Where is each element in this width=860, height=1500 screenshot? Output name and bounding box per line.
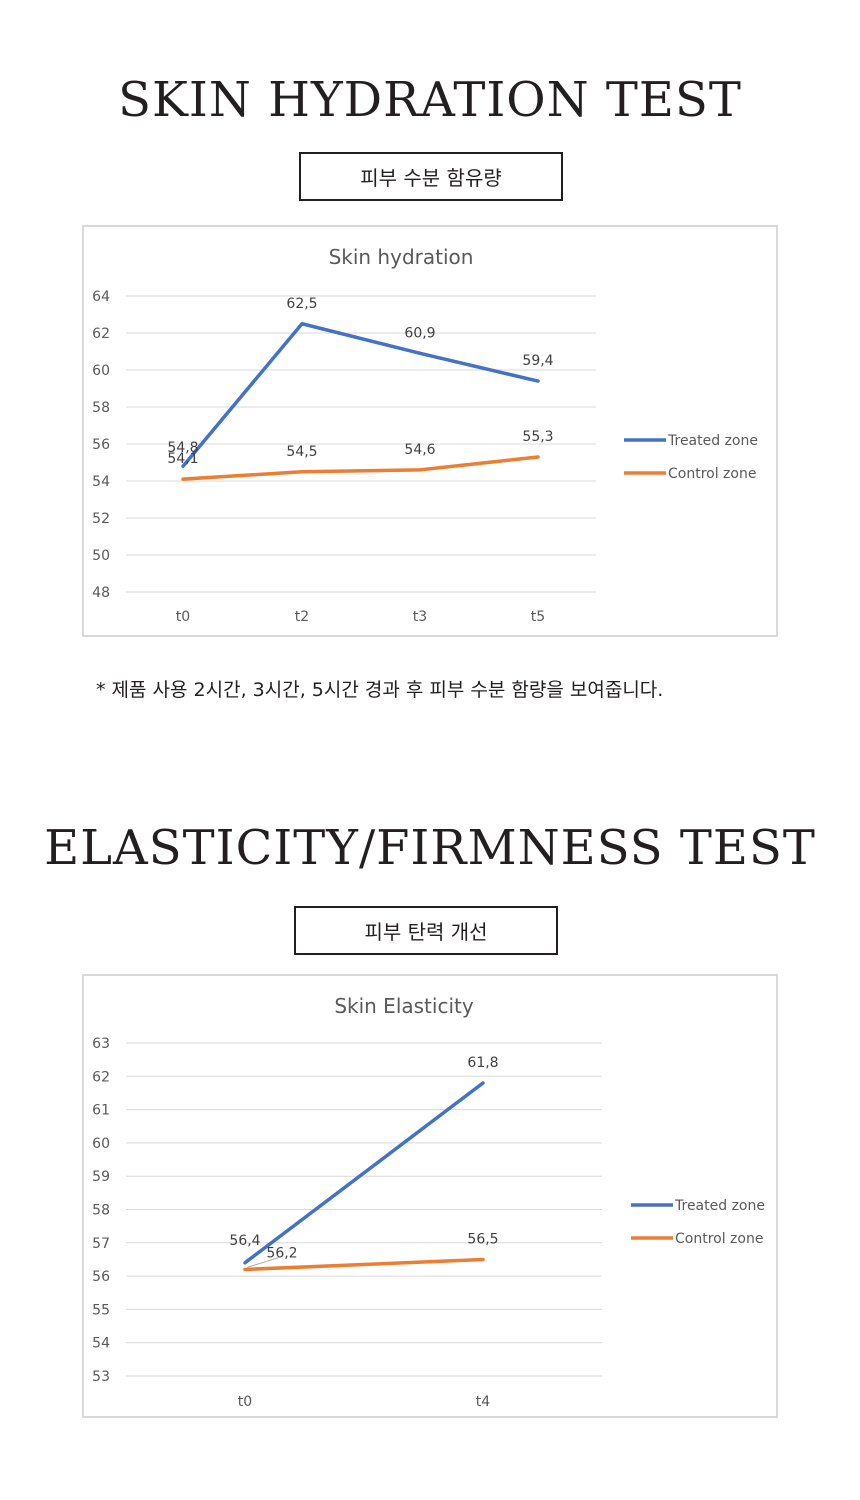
y-tick-label: 62: [92, 326, 110, 342]
y-tick-label: 63: [92, 1036, 110, 1052]
data-label: 61,8: [467, 1055, 498, 1071]
hydration-chart: Skin hydration 48 50 52 54 56 58 60 62 64 t0 t2 t3 t5…: [82, 225, 778, 637]
data-label: 55,3: [522, 429, 553, 445]
elasticity-test-title: ELASTICITY/FIRMNESS TEST: [44, 820, 816, 876]
series-line-control: [181, 455, 540, 481]
hydration-test-title: SKIN HYDRATION TEST: [118, 72, 742, 128]
series-line-treated: [181, 322, 540, 468]
elasticity-subtitle-box: 피부 탄력 개선: [294, 906, 558, 955]
y-tick-label: 50: [92, 548, 110, 564]
data-label: 60,9: [404, 325, 435, 341]
data-label: 54,5: [286, 444, 317, 460]
elasticity-chart-svg: Skin Elasticity 53 54 55 56 57 58 59 60 61 62 63 t0 t…: [92, 994, 765, 1410]
series-line-control: [243, 1257, 485, 1272]
y-tick-label: 56: [92, 1269, 110, 1285]
chart-title: Skin hydration: [329, 245, 474, 269]
data-label: 54,6: [404, 442, 435, 458]
hydration-subtitle: 피부 수분 함유량: [360, 166, 502, 190]
hydration-footnote: * 제품 사용 2시간, 3시간, 5시간 경과 후 피부 수분 함량을 보여줍…: [96, 679, 664, 701]
y-tick-label: 62: [92, 1069, 110, 1085]
label-leader-line: [246, 1256, 280, 1268]
y-tick-label: 54: [92, 1336, 110, 1352]
y-tick-label: 59: [92, 1169, 110, 1185]
elasticity-chart: Skin Elasticity 53 54 55 56 57 58 59 60 61 62 63 t0 t…: [82, 974, 778, 1418]
hydration-chart-svg: Skin hydration 48 50 52 54 56 58 60 62 64 t0 t2 t3 t5…: [92, 245, 758, 625]
data-label: 56,4: [229, 1233, 260, 1249]
legend-label: Treated zone: [674, 1198, 765, 1214]
y-tick-label: 48: [92, 585, 110, 601]
y-tick-label: 64: [92, 289, 110, 305]
data-label: 56,2: [266, 1245, 297, 1261]
y-tick-label: 55: [92, 1302, 110, 1318]
data-label: 59,4: [522, 353, 553, 369]
y-tick-label: 56: [92, 437, 110, 453]
elasticity-subtitle: 피부 탄력 개선: [364, 920, 488, 944]
y-tick-label: 61: [92, 1103, 110, 1119]
data-label: 56,5: [467, 1231, 498, 1247]
x-tick-label: t4: [476, 1394, 490, 1410]
legend-label: Control zone: [675, 1231, 763, 1247]
y-tick-label: 60: [92, 1136, 110, 1152]
legend-label: Control zone: [668, 466, 756, 482]
x-tick-label: t5: [531, 609, 545, 625]
hydration-subtitle-box: 피부 수분 함유량: [299, 152, 563, 201]
data-label: 54,1: [167, 451, 198, 467]
x-tick-label: t2: [295, 609, 309, 625]
legend-label: Treated zone: [667, 433, 758, 449]
data-label: 54,8: [167, 440, 198, 456]
y-tick-label: 58: [92, 400, 110, 416]
y-tick-label: 57: [92, 1236, 110, 1252]
y-tick-label: 60: [92, 363, 110, 379]
y-tick-label: 53: [92, 1369, 110, 1385]
series-line-treated: [243, 1081, 485, 1265]
chart-title: Skin Elasticity: [334, 994, 474, 1018]
y-tick-label: 54: [92, 474, 110, 490]
x-tick-label: t0: [238, 1394, 252, 1410]
data-label: 62,5: [286, 296, 317, 312]
y-tick-label: 52: [92, 511, 110, 527]
y-tick-label: 58: [92, 1203, 110, 1219]
x-tick-label: t3: [413, 609, 427, 625]
x-tick-label: t0: [176, 609, 190, 625]
